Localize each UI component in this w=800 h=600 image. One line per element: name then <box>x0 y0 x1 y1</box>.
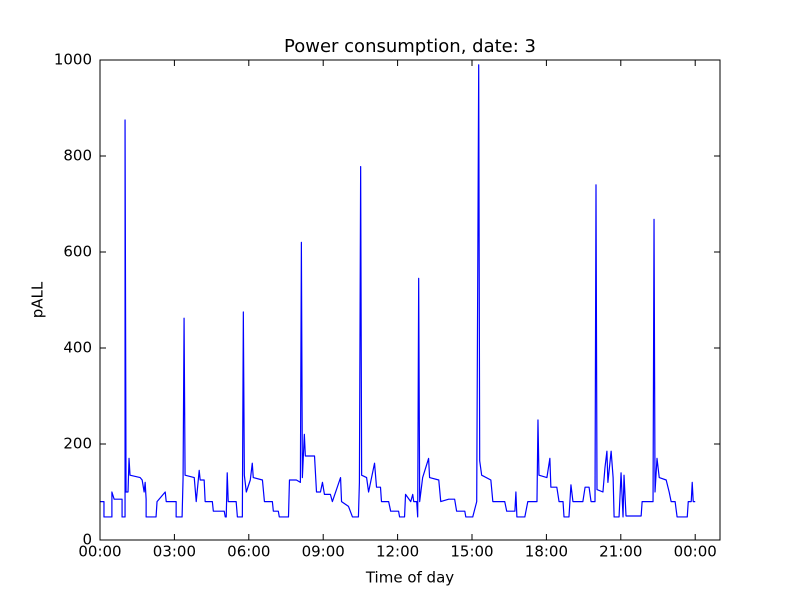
data-line <box>100 64 696 518</box>
y-tick-label: 800 <box>63 147 92 165</box>
y-tick-label: 1000 <box>54 51 92 69</box>
x-tick-label: 03:00 <box>153 543 196 561</box>
x-tick-label: 00:00 <box>78 543 121 561</box>
x-tick-label: 15:00 <box>450 543 493 561</box>
x-tick-label: 21:00 <box>599 543 642 561</box>
y-tick-label: 400 <box>63 339 92 357</box>
x-tick-label: 09:00 <box>302 543 345 561</box>
y-tick-label: 600 <box>63 243 92 261</box>
plot-frame <box>99 59 721 541</box>
x-axis-label: Time of day <box>365 569 454 587</box>
x-tick-label: 06:00 <box>227 543 270 561</box>
x-tick-label: 00:00 <box>674 543 717 561</box>
x-tick-label: 18:00 <box>525 543 568 561</box>
y-tick-label: 0 <box>82 531 92 549</box>
chart-title: Power consumption, date: 3 <box>284 36 536 57</box>
y-axis-label: pALL <box>29 281 47 318</box>
y-tick-label: 200 <box>63 435 92 453</box>
x-tick-label: 12:00 <box>376 543 419 561</box>
